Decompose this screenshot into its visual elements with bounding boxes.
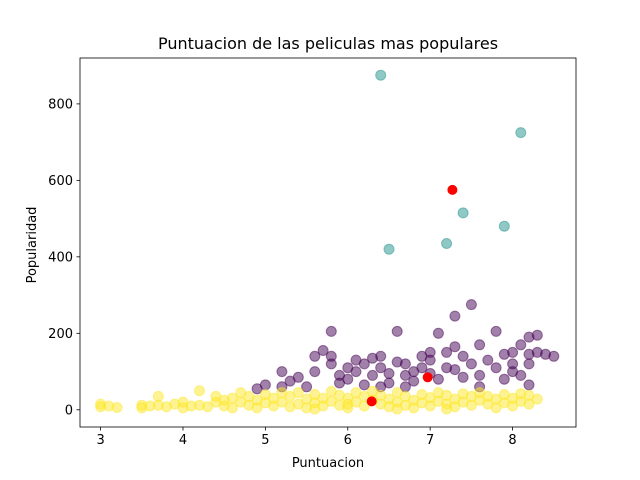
data-point — [276, 396, 288, 408]
data-point — [367, 369, 378, 381]
plot-area — [95, 69, 560, 415]
data-point — [292, 387, 304, 399]
data-point — [507, 346, 519, 358]
data-point — [301, 381, 313, 393]
data-point — [375, 69, 387, 81]
data-point — [531, 329, 543, 341]
data-point — [309, 403, 321, 415]
data-point — [432, 327, 444, 339]
data-point — [259, 379, 271, 391]
data-point — [474, 339, 486, 351]
x-axis-label: Puntuacion — [292, 456, 364, 471]
data-point — [441, 238, 453, 249]
data-point — [325, 325, 337, 337]
data-point — [465, 299, 477, 311]
data-point — [515, 339, 527, 351]
data-point — [350, 366, 362, 378]
data-point — [325, 358, 337, 370]
data-point — [432, 373, 444, 385]
data-point — [276, 366, 288, 378]
data-point — [457, 207, 469, 219]
y-tick-label: 200 — [48, 327, 73, 342]
data-point — [449, 341, 461, 353]
data-point — [531, 393, 543, 405]
data-point — [408, 402, 420, 414]
x-tick-label: 5 — [261, 433, 269, 448]
y-tick-label: 0 — [65, 403, 73, 418]
data-point — [449, 364, 461, 376]
data-point — [441, 403, 453, 415]
data-point — [391, 325, 403, 337]
data-point — [375, 350, 387, 362]
data-point — [342, 373, 354, 385]
chart-title: Puntuacion de las peliculas mas populare… — [158, 34, 498, 53]
data-point — [226, 402, 238, 414]
data-point — [441, 346, 453, 358]
x-tick-label: 6 — [344, 433, 352, 448]
data-point — [548, 350, 560, 362]
data-point — [449, 310, 461, 322]
x-tick-label: 8 — [508, 433, 516, 448]
data-point — [309, 350, 321, 362]
data-point — [515, 369, 527, 381]
data-point — [309, 366, 321, 378]
axes-frame — [79, 57, 577, 428]
data-point — [474, 369, 486, 381]
axes: 3 4 5 6 7 8 0 200 400 600 800 — [48, 57, 577, 448]
data-point — [457, 350, 469, 362]
data-point — [292, 371, 304, 383]
data-point — [218, 394, 230, 406]
y-tick-label: 800 — [48, 97, 73, 112]
y-axis-label: Popularidad — [25, 207, 40, 284]
y-tick-label: 400 — [48, 250, 73, 265]
data-point — [482, 354, 494, 366]
data-point — [358, 379, 370, 391]
x-tick-label: 3 — [96, 433, 104, 448]
data-point — [251, 402, 263, 414]
centroid-point — [447, 184, 458, 195]
data-point — [202, 401, 214, 413]
data-point — [490, 325, 502, 337]
data-point — [490, 362, 502, 374]
data-point — [317, 345, 329, 356]
data-point — [383, 243, 395, 255]
data-point — [194, 385, 205, 397]
data-point — [523, 358, 535, 370]
x-tick-label: 4 — [179, 433, 187, 448]
data-point — [408, 375, 420, 387]
data-point — [498, 220, 510, 232]
data-point — [515, 127, 527, 139]
data-point — [465, 358, 477, 370]
data-point — [523, 379, 535, 391]
data-point — [375, 362, 387, 374]
data-point — [342, 398, 354, 410]
centroid-point — [422, 372, 433, 383]
data-point — [383, 368, 395, 379]
data-point — [457, 371, 469, 383]
data-point — [350, 354, 362, 366]
y-tick-label: 600 — [48, 174, 73, 189]
data-point — [498, 373, 510, 385]
data-point — [424, 346, 436, 358]
x-tick-label: 7 — [426, 433, 434, 448]
data-point — [391, 403, 403, 415]
data-point — [111, 402, 123, 413]
data-point — [399, 358, 411, 370]
data-point — [416, 362, 428, 374]
centroid-point — [366, 396, 377, 407]
